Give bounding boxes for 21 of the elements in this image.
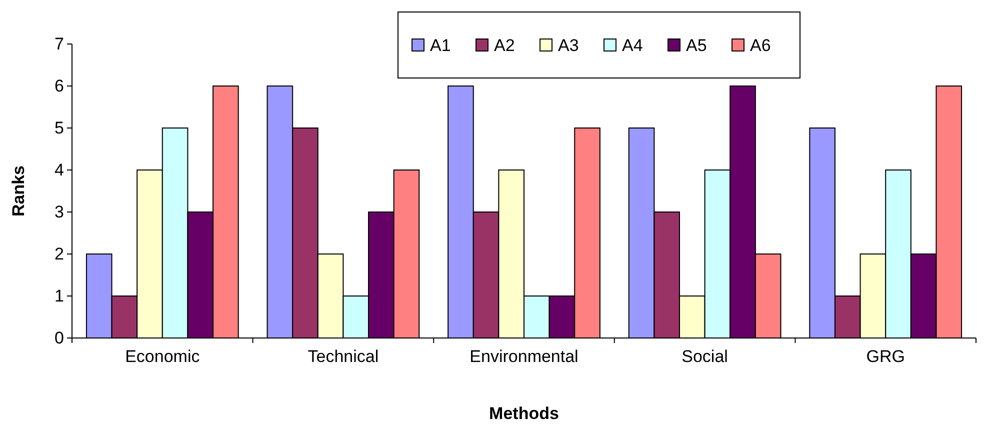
y-tick-label: 2 [54,244,64,264]
y-tick-label: 4 [54,160,64,180]
y-tick-label: 3 [54,202,64,222]
legend-label: A3 [558,36,579,55]
x-tick-label: Social [682,347,728,366]
legend-label: A1 [430,36,451,55]
x-tick-label: GRG [866,347,905,366]
legend-label: A6 [750,36,771,55]
y-tick-label: 1 [54,286,64,306]
y-tick-label: 7 [54,34,64,54]
x-tick-label: Environmental [470,347,578,366]
y-axis-title: Ranks [9,165,28,217]
y-tick-label: 5 [54,118,64,138]
x-tick-label: Technical [308,347,379,366]
y-tick-label: 6 [54,76,64,96]
legend-label: A4 [622,36,643,55]
legend-label: A5 [686,36,707,55]
x-tick-label: Economic [125,347,200,366]
legend-label: A2 [494,36,515,55]
x-axis-title: Methods [489,404,559,423]
y-tick-label: 0 [54,328,64,348]
